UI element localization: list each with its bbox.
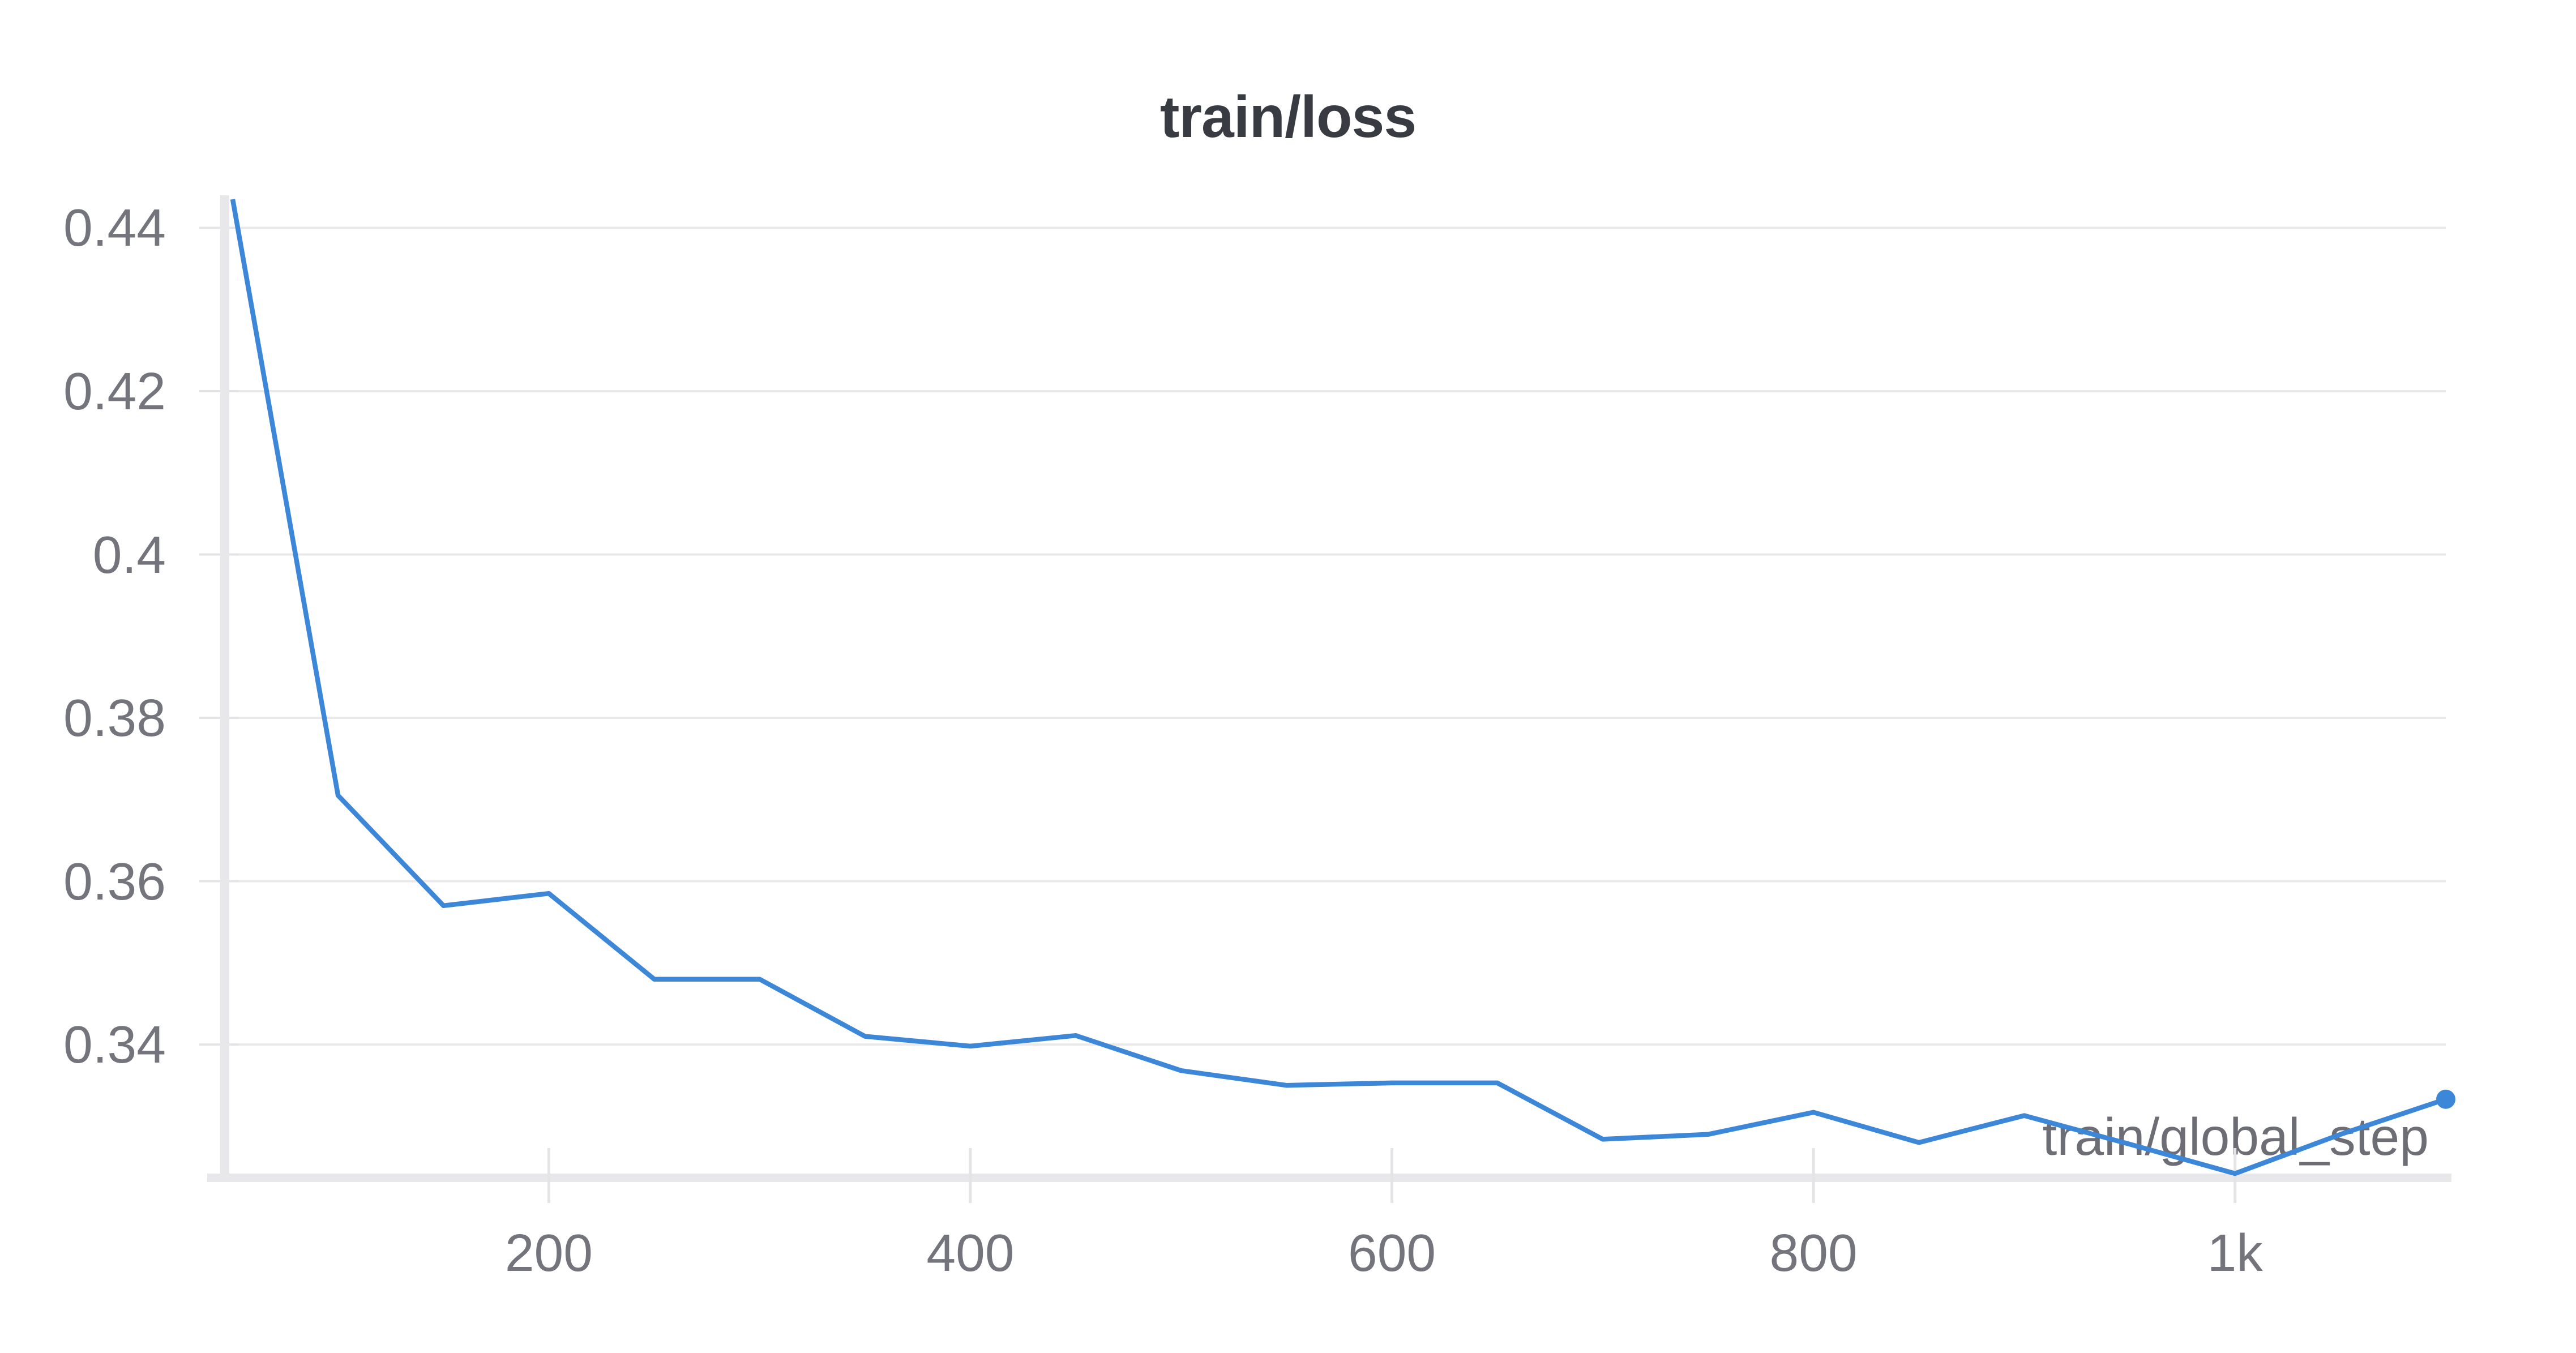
loss-curve[interactable]: [230, 199, 2447, 1176]
x-axis-line: [207, 1174, 2451, 1182]
y-tick-label: 0.42: [63, 362, 166, 421]
y-tick-label: 0.36: [63, 851, 166, 911]
y-tick-label: 0.38: [63, 688, 166, 748]
y-axis-line: [220, 195, 229, 1181]
endpoint-marker: [2436, 1089, 2455, 1109]
x-tick-label: 600: [1347, 1223, 1436, 1282]
y-tick-label: 0.44: [63, 198, 166, 258]
y-tick-label: 0.4: [92, 525, 166, 584]
x-tick-label: 800: [1769, 1223, 1858, 1282]
x-tick-label: 400: [926, 1223, 1015, 1282]
x-tick-label: 1k: [2207, 1223, 2263, 1282]
panel-title: train/loss: [1159, 84, 1417, 150]
y-tick-label: 0.34: [63, 1015, 166, 1074]
plot-area[interactable]: [233, 194, 2446, 1174]
x-tick-label: 200: [504, 1223, 593, 1282]
